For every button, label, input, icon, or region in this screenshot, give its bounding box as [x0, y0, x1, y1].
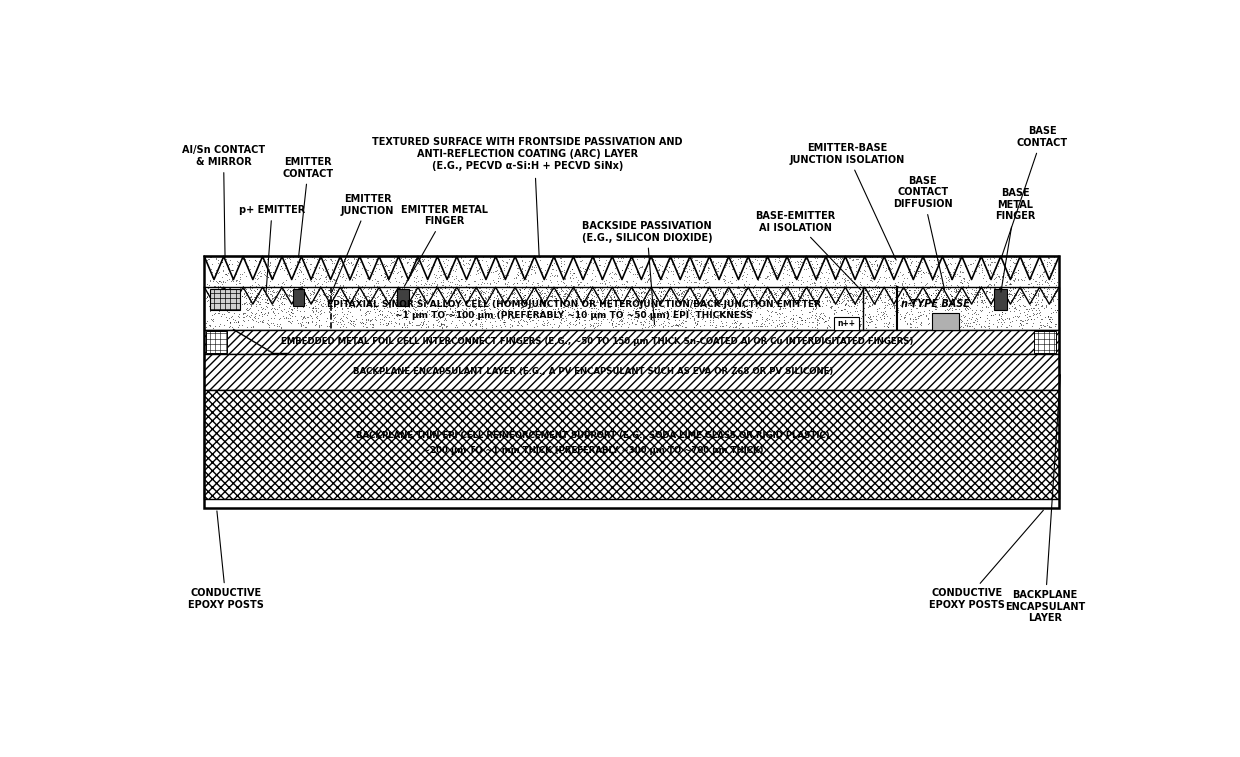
Text: EMBEDDED METAL FOIL CELL INTERCONNECT FINGERS (E.G., ~50 TO 150 μm THICK Sn-COAT: EMBEDDED METAL FOIL CELL INTERCONNECT FI…: [280, 338, 913, 347]
Text: EMITTER METAL
FINGER: EMITTER METAL FINGER: [401, 205, 489, 286]
Text: BASE
METAL
FINGER: BASE METAL FINGER: [994, 188, 1035, 292]
Text: n++: n++: [837, 319, 856, 328]
Text: Al/Sn CONTACT
& MIRROR: Al/Sn CONTACT & MIRROR: [182, 145, 265, 257]
Bar: [993, 288, 1007, 310]
Text: ~200 μm TO ~1 mm THICK (PREFERABLY ~300 μm TO ~700 μm THICK): ~200 μm TO ~1 mm THICK (PREFERABLY ~300 …: [423, 446, 764, 455]
Bar: [1034, 331, 1056, 353]
Bar: [205, 329, 1059, 354]
Text: BASE
CONTACT
DIFFUSION: BASE CONTACT DIFFUSION: [893, 176, 952, 289]
Bar: [205, 390, 1059, 499]
Bar: [932, 313, 959, 329]
Bar: [205, 329, 1059, 354]
Bar: [397, 288, 409, 306]
Text: BACKSIDE PASSIVATION
(E.G., SILICON DIOXIDE): BACKSIDE PASSIVATION (E.G., SILICON DIOX…: [582, 221, 712, 325]
Text: EMITTER
JUNCTION: EMITTER JUNCTION: [332, 194, 394, 291]
Bar: [211, 288, 239, 310]
Text: ~1 μm TO ~100 μm (PREFERABLY ~10 μm TO ~50 μm) EPI  THICKNESS: ~1 μm TO ~100 μm (PREFERABLY ~10 μm TO ~…: [396, 311, 753, 319]
Bar: [205, 354, 1059, 390]
Bar: [205, 257, 1059, 508]
Bar: [205, 354, 1059, 390]
Bar: [205, 390, 1059, 499]
Bar: [206, 331, 227, 353]
Text: EPITAXIAL SiNOR Si ALLOY CELL (HOMOJUNCTION OR HETEROJUNCTION/BACK-JUNCTION EMIT: EPITAXIAL SiNOR Si ALLOY CELL (HOMOJUNCT…: [327, 300, 821, 309]
Bar: [205, 287, 1059, 329]
Text: BACKPLANE THIN EPI CELL REINFORCEMENT SUPPORT (E.G., SODA LIME GLASS OR RIGID PL: BACKPLANE THIN EPI CELL REINFORCEMENT SU…: [356, 431, 830, 440]
Text: BACKPLANE ENCAPSULANT LAYER (E.G., A PV ENCAPSULANT SUCH AS EVA OR Z68 OR PV SIL: BACKPLANE ENCAPSULANT LAYER (E.G., A PV …: [353, 367, 833, 376]
Text: TEXTURED SURFACE WITH FRONTSIDE PASSIVATION AND
ANTI-REFLECTION COATING (ARC) LA: TEXTURED SURFACE WITH FRONTSIDE PASSIVAT…: [372, 137, 683, 170]
Text: BASE-EMITTER
Al ISOLATION: BASE-EMITTER Al ISOLATION: [755, 211, 861, 290]
Text: BASE
CONTACT: BASE CONTACT: [1002, 126, 1068, 257]
Text: n-TYPE BASE: n-TYPE BASE: [901, 299, 970, 309]
Text: p+ EMITTER: p+ EMITTER: [239, 205, 305, 292]
Bar: [293, 288, 304, 306]
Text: EMITTER
CONTACT: EMITTER CONTACT: [283, 157, 334, 257]
Text: CONDUCTIVE
EPOXY POSTS: CONDUCTIVE EPOXY POSTS: [188, 511, 264, 610]
Bar: [835, 317, 859, 329]
Text: CONDUCTIVE
EPOXY POSTS: CONDUCTIVE EPOXY POSTS: [929, 510, 1043, 610]
Polygon shape: [205, 257, 1059, 279]
Text: BACKPLANE
ENCAPSULANT
LAYER: BACKPLANE ENCAPSULANT LAYER: [1004, 375, 1085, 623]
Text: EMITTER-BASE
JUNCTION ISOLATION: EMITTER-BASE JUNCTION ISOLATION: [790, 143, 905, 260]
